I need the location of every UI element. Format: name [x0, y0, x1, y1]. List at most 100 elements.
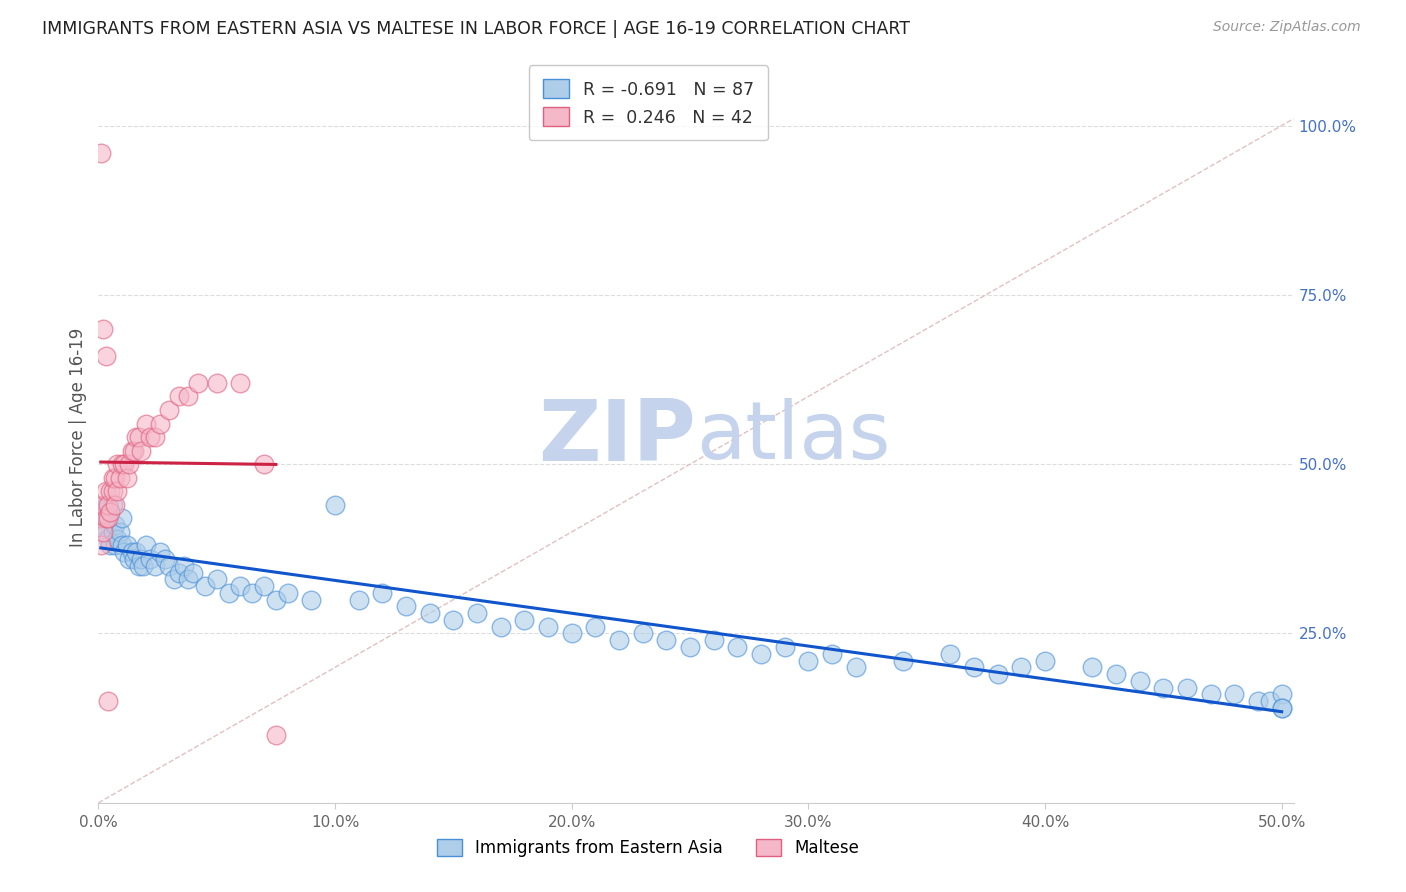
Point	[105, 532, 128, 546]
Point	[121, 443, 143, 458]
Point	[561, 626, 583, 640]
Point	[167, 566, 190, 580]
Point	[797, 654, 820, 668]
Point	[129, 443, 152, 458]
Point	[90, 511, 112, 525]
Point	[1105, 667, 1128, 681]
Point	[1271, 688, 1294, 702]
Point	[537, 620, 560, 634]
Point	[157, 403, 180, 417]
Point	[101, 498, 124, 512]
Point	[264, 592, 287, 607]
Point	[173, 558, 195, 573]
Point	[229, 376, 252, 390]
Point	[104, 498, 127, 512]
Point	[114, 457, 136, 471]
Point	[1175, 681, 1198, 695]
Point	[891, 654, 914, 668]
Point	[218, 586, 240, 600]
Point	[98, 538, 121, 552]
Point	[101, 471, 124, 485]
Point	[114, 545, 136, 559]
Point	[1152, 681, 1174, 695]
Point	[240, 586, 263, 600]
Point	[1223, 688, 1246, 702]
Point	[101, 524, 124, 539]
Point	[115, 471, 138, 485]
Point	[94, 498, 117, 512]
Point	[122, 443, 145, 458]
Point	[104, 471, 127, 485]
Point	[177, 389, 200, 403]
Point	[139, 552, 162, 566]
Point	[177, 572, 200, 586]
Point	[631, 626, 654, 640]
Point	[108, 471, 131, 485]
Point	[679, 640, 702, 654]
Point	[94, 524, 117, 539]
Point	[725, 640, 748, 654]
Point	[118, 457, 141, 471]
Point	[105, 484, 128, 499]
Point	[513, 613, 536, 627]
Point	[323, 498, 346, 512]
Point	[1033, 654, 1056, 668]
Point	[97, 532, 120, 546]
Point	[98, 484, 121, 499]
Point	[205, 572, 228, 586]
Point	[94, 511, 117, 525]
Point	[347, 592, 370, 607]
Point	[821, 647, 844, 661]
Point	[229, 579, 252, 593]
Point	[277, 586, 299, 600]
Point	[90, 511, 112, 525]
Point	[489, 620, 512, 634]
Point	[91, 322, 114, 336]
Point	[97, 694, 120, 708]
Point	[583, 620, 606, 634]
Point	[115, 538, 138, 552]
Point	[1129, 673, 1152, 688]
Point	[125, 430, 148, 444]
Point	[122, 552, 145, 566]
Point	[749, 647, 772, 661]
Point	[157, 558, 180, 573]
Point	[1271, 701, 1294, 715]
Point	[607, 633, 630, 648]
Point	[104, 518, 127, 533]
Point	[128, 430, 150, 444]
Point	[845, 660, 868, 674]
Point	[1010, 660, 1032, 674]
Point	[299, 592, 322, 607]
Text: atlas: atlas	[696, 398, 890, 476]
Point	[143, 430, 166, 444]
Point	[465, 606, 488, 620]
Point	[441, 613, 464, 627]
Y-axis label: In Labor Force | Age 16-19: In Labor Force | Age 16-19	[69, 327, 87, 547]
Point	[91, 524, 114, 539]
Point	[149, 417, 172, 431]
Text: Source: ZipAtlas.com: Source: ZipAtlas.com	[1213, 20, 1361, 34]
Point	[111, 511, 134, 525]
Point	[135, 538, 157, 552]
Point	[98, 505, 121, 519]
Point	[371, 586, 394, 600]
Point	[90, 145, 112, 160]
Point	[111, 538, 134, 552]
Point	[121, 545, 143, 559]
Point	[1247, 694, 1270, 708]
Point	[163, 572, 186, 586]
Point	[153, 552, 176, 566]
Point	[91, 505, 114, 519]
Point	[149, 545, 172, 559]
Point	[97, 511, 120, 525]
Point	[264, 728, 287, 742]
Point	[194, 579, 217, 593]
Point	[108, 524, 131, 539]
Point	[939, 647, 962, 661]
Point	[395, 599, 418, 614]
Point	[135, 417, 157, 431]
Point	[419, 606, 441, 620]
Point	[253, 579, 276, 593]
Point	[94, 484, 117, 499]
